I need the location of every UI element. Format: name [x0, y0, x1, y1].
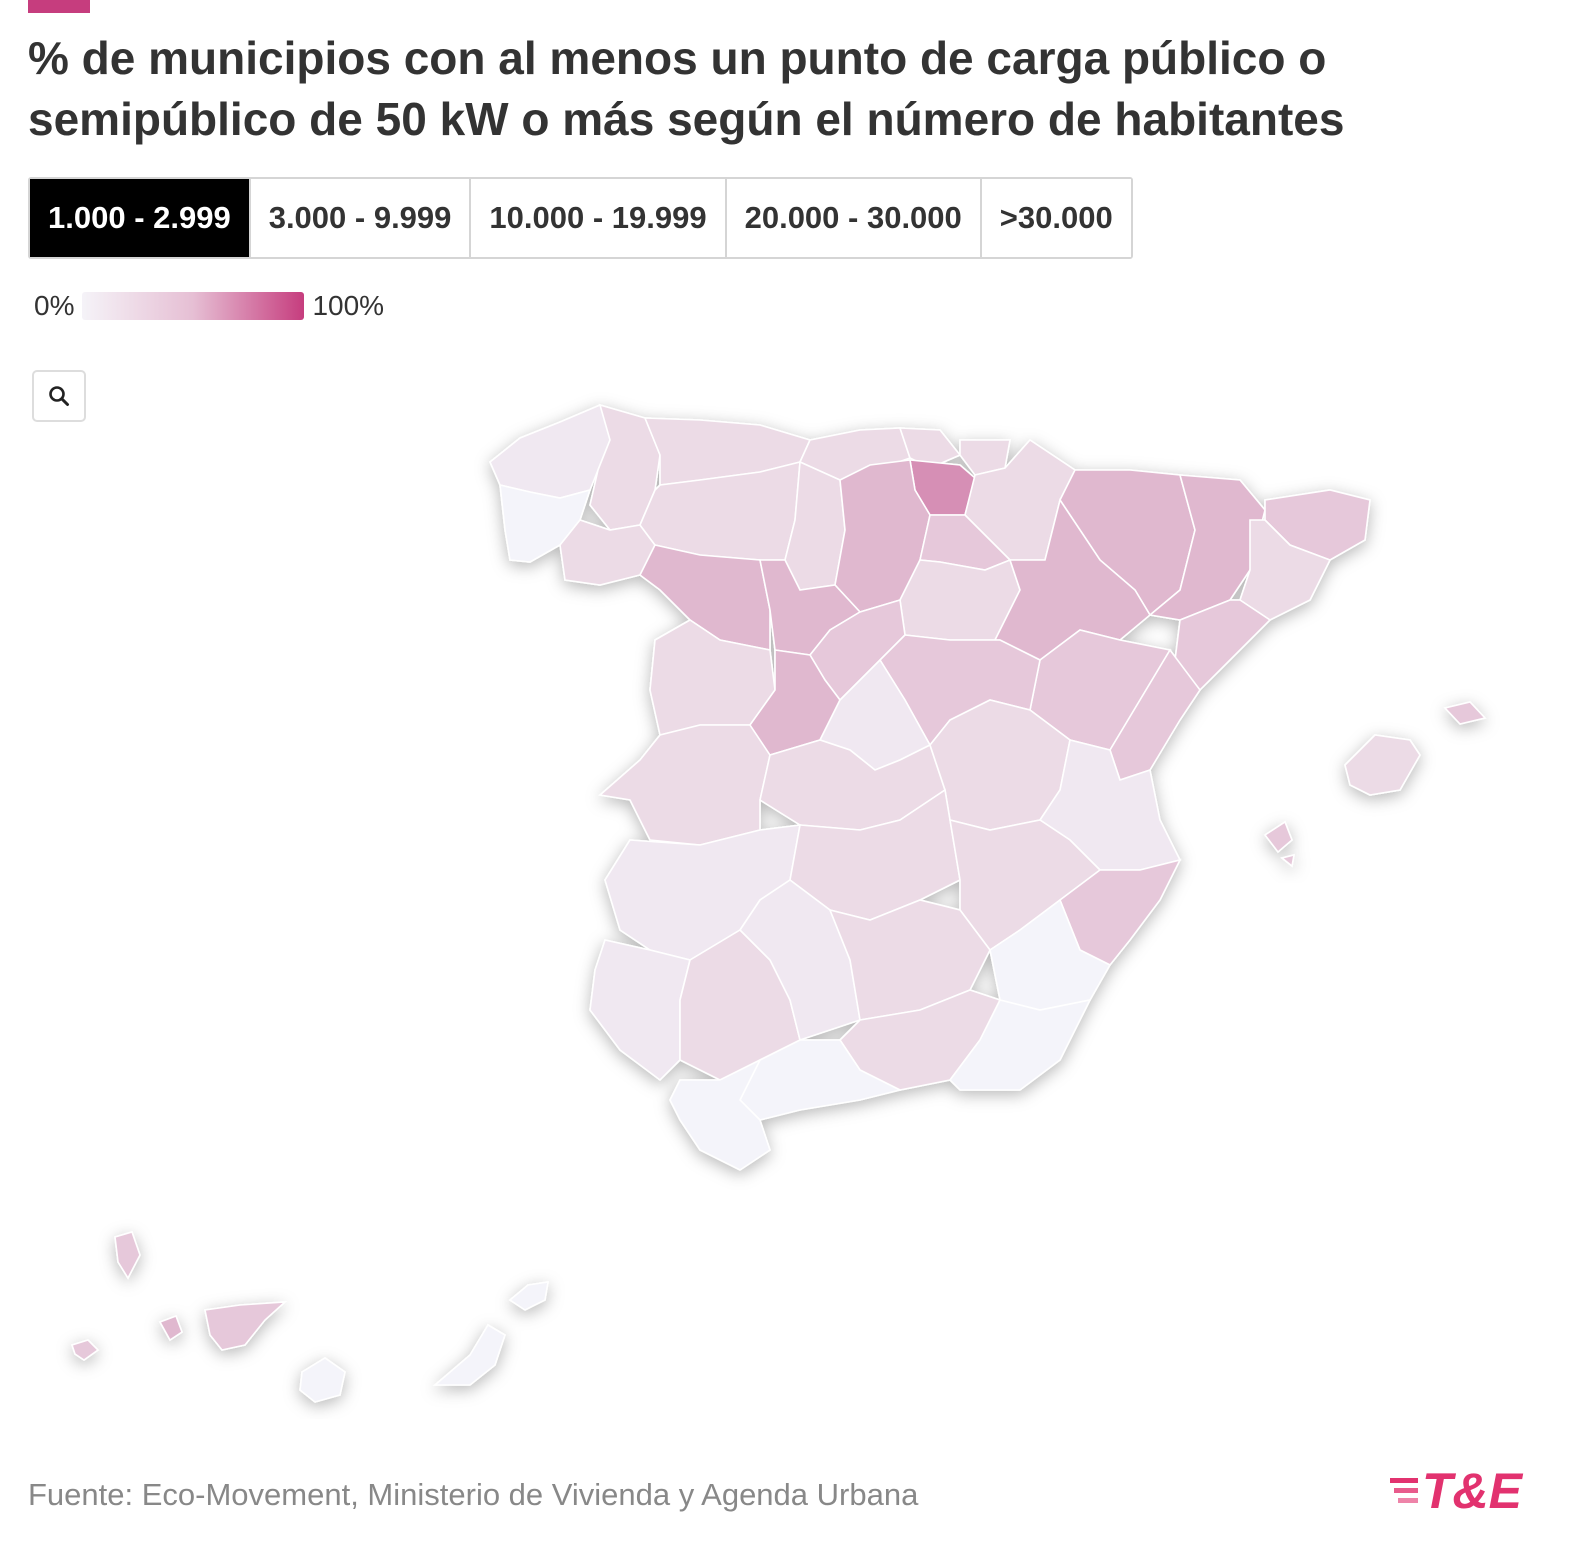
province-caceres[interactable] [598, 724, 771, 846]
color-legend: 0% 100% [34, 290, 384, 322]
logo-stripe [1390, 1478, 1418, 1483]
province-almeria[interactable] [948, 998, 1092, 1091]
legend-max-label: 100% [312, 290, 385, 321]
island-formentera[interactable] [1280, 853, 1296, 868]
peninsula [489, 403, 1371, 1171]
tab-3000-9999[interactable]: 3.000 - 9.999 [250, 179, 472, 257]
source-note: Fuente: Eco-Movement, Ministerio de Vivi… [28, 1477, 919, 1512]
canary-islands [70, 1231, 549, 1403]
island-lanzarote[interactable] [508, 1281, 549, 1311]
island-menorca[interactable] [1443, 701, 1487, 725]
province-huelva[interactable] [589, 939, 691, 1082]
logo-stripe [1394, 1488, 1418, 1493]
te-logo: T&E [1390, 1463, 1524, 1518]
island-mallorca[interactable] [1344, 734, 1421, 796]
island-fuerteventura[interactable] [432, 1323, 506, 1386]
spain-choropleth-map [70, 403, 1487, 1403]
province-barcelona[interactable] [1239, 519, 1332, 621]
island-ibiza[interactable] [1263, 820, 1293, 854]
tab-20000-30000[interactable]: 20.000 - 30.000 [726, 179, 982, 257]
island-el-hierro[interactable] [70, 1339, 100, 1361]
legend-gradient-bar [82, 292, 305, 320]
legend-min-label: 0% [34, 290, 75, 321]
balearic-islands [1263, 701, 1487, 868]
island-la-palma[interactable] [114, 1231, 141, 1280]
island-tenerife[interactable] [204, 1301, 288, 1351]
island-la-gomera[interactable] [158, 1314, 183, 1342]
logo-stripe [1398, 1498, 1418, 1503]
search-icon [49, 386, 69, 406]
island-gran-canaria[interactable] [299, 1357, 346, 1403]
tab-over-30000[interactable]: >30.000 [981, 179, 1131, 257]
tab-10000-19999[interactable]: 10.000 - 19.999 [471, 179, 727, 257]
logo-text: T&E [1422, 1463, 1524, 1518]
province-bizkaia[interactable] [898, 427, 962, 469]
province-cadiz[interactable] [669, 1058, 771, 1171]
accent-bar [28, 0, 90, 13]
province-jaen[interactable] [828, 899, 991, 1021]
chart-title: % de municipios con al menos un punto de… [28, 32, 1345, 145]
zoom-search-button[interactable] [32, 370, 86, 422]
tab-1000-2999[interactable]: 1.000 - 2.999 [30, 179, 251, 257]
population-tabs: 1.000 - 2.999 3.000 - 9.999 10.000 - 19.… [28, 177, 1133, 259]
